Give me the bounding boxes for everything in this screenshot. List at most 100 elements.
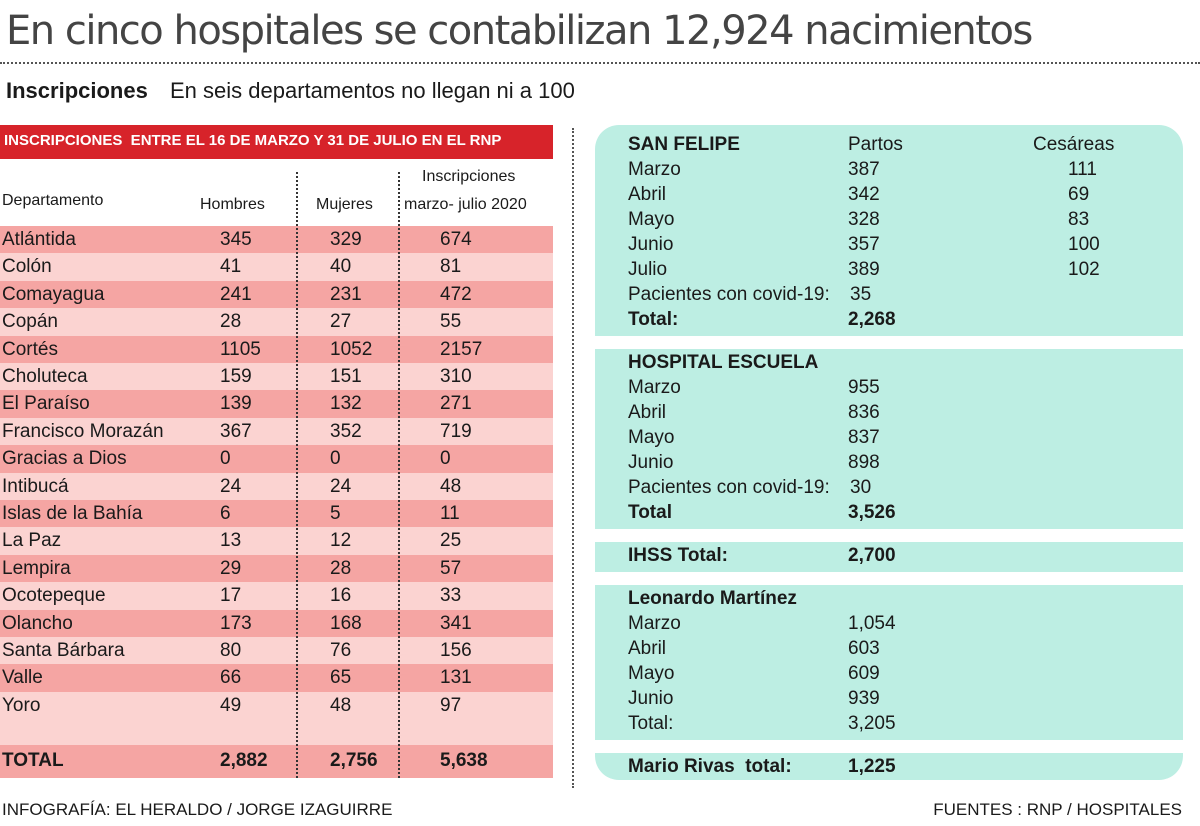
section-band (595, 529, 1183, 542)
covid-value: 35 (850, 284, 872, 305)
cell-number: 139 (220, 393, 252, 415)
cell-number: 603 (848, 638, 880, 659)
row-band (0, 280, 553, 309)
cell-number: 1,054 (848, 613, 896, 634)
cell-department: Intibucá (2, 475, 69, 497)
cell-number: 16 (330, 585, 352, 607)
total-label: IHSS Total: (628, 545, 728, 566)
cell-number: 0 (330, 448, 341, 470)
cell-number: 352 (330, 420, 362, 442)
row-band (0, 390, 553, 418)
cell-department: Choluteca (2, 366, 88, 387)
total-cell: TOTAL (2, 750, 64, 771)
cell-number: 12 (330, 530, 352, 552)
row-band (0, 445, 553, 473)
row-band (0, 253, 553, 281)
cell-number: 328 (848, 209, 880, 230)
cell-department: El Paraíso (2, 393, 90, 415)
hospital-name: HOSPITAL ESCUELA (628, 352, 819, 373)
title-rule (0, 62, 1200, 64)
cell-number: 836 (848, 402, 880, 423)
cell-number: 241 (220, 283, 252, 305)
cell-department: Cortés (2, 338, 58, 360)
total-label: Total: (628, 713, 674, 734)
cell-number: 271 (440, 393, 472, 415)
banner-text: INSCRIPCIONES ENTRE EL 16 DE MARZO Y 31 … (4, 132, 502, 149)
banner (0, 125, 553, 159)
row-band (0, 308, 553, 336)
cell-number: 100 (1068, 234, 1100, 255)
cell-number: 33 (440, 585, 462, 607)
kicker: Inscripciones (6, 78, 148, 103)
cell-month: Mayo (628, 663, 675, 684)
cell-number: 24 (220, 475, 242, 497)
cell-number: 28 (330, 557, 352, 579)
total-label: Mario Rivas total: (628, 756, 792, 777)
cell-number: 342 (848, 184, 880, 205)
row-band (0, 554, 553, 583)
covid-value: 30 (850, 477, 872, 498)
cell-department: Santa Bárbara (2, 640, 125, 661)
cell-number: 5 (330, 503, 341, 524)
cell-number: 11 (440, 503, 460, 524)
section-band (595, 336, 1183, 349)
column-header: Mujeres (316, 196, 373, 213)
cell-number: 57 (440, 557, 462, 579)
column-header: Inscripciones (422, 168, 516, 185)
footer-credit: INFOGRAFÍA: EL HERALDO / JORGE IZAGUIRRE (2, 800, 393, 819)
cell-department: La Paz (2, 530, 62, 552)
footer-sources: FUENTES : RNP / HOSPITALES (933, 800, 1182, 819)
cell-number: 131 (440, 667, 472, 689)
cell-number: 1105 (220, 338, 261, 360)
cell-number: 156 (440, 640, 472, 661)
cell-number: 389 (848, 259, 880, 280)
row-band (0, 363, 553, 391)
row-band (0, 226, 553, 254)
cell-department: Olancho (2, 612, 73, 634)
cell-number: 939 (848, 688, 880, 709)
cell-number: 173 (220, 612, 252, 634)
total-label: Total (628, 502, 672, 523)
subtitle: En seis departamentos no llegan ni a 100 (170, 78, 575, 103)
cell-month: Marzo (628, 377, 681, 398)
cell-month: Abril (628, 638, 667, 659)
cell-number: 1052 (330, 338, 373, 360)
total-cell: 2,756 (330, 750, 378, 771)
cell-department: Yoro (2, 694, 41, 716)
column-divider (296, 172, 298, 778)
total-cell: 5,638 (440, 750, 488, 771)
cell-month: Abril (628, 184, 667, 205)
cell-number: 27 (330, 311, 352, 333)
hospital-panel (595, 125, 1183, 780)
cell-number: 48 (440, 475, 462, 497)
total-value: 2,700 (848, 545, 896, 566)
total-cell: 2,882 (220, 750, 268, 771)
cell-number: 6 (220, 503, 231, 524)
cell-number: 0 (440, 448, 451, 470)
cell-number: 719 (440, 420, 472, 442)
row-band (0, 609, 553, 637)
cell-number: 159 (220, 366, 252, 387)
cell-department: Copán (2, 311, 58, 333)
cell-number: 17 (220, 585, 242, 607)
cell-number: 472 (440, 283, 472, 305)
cell-number: 674 (440, 229, 472, 250)
cell-number: 48 (330, 694, 352, 716)
section-band (595, 740, 1183, 753)
cell-number: 40 (330, 256, 352, 278)
cell-number: 609 (848, 663, 880, 684)
cell-number: 0 (220, 448, 231, 470)
cell-number: 387 (848, 159, 880, 180)
cell-number: 345 (220, 229, 252, 250)
column-header: Cesáreas (1033, 134, 1115, 155)
cell-department: Francisco Morazán (2, 420, 164, 442)
cell-month: Marzo (628, 159, 681, 180)
row-band (0, 664, 553, 692)
cell-number: 231 (330, 283, 362, 305)
section-band (595, 572, 1183, 585)
total-label: Total: (628, 309, 679, 330)
cell-department: Lempira (2, 557, 71, 579)
cell-month: Junio (628, 452, 674, 473)
row-band (0, 472, 553, 500)
row-band (0, 500, 553, 528)
